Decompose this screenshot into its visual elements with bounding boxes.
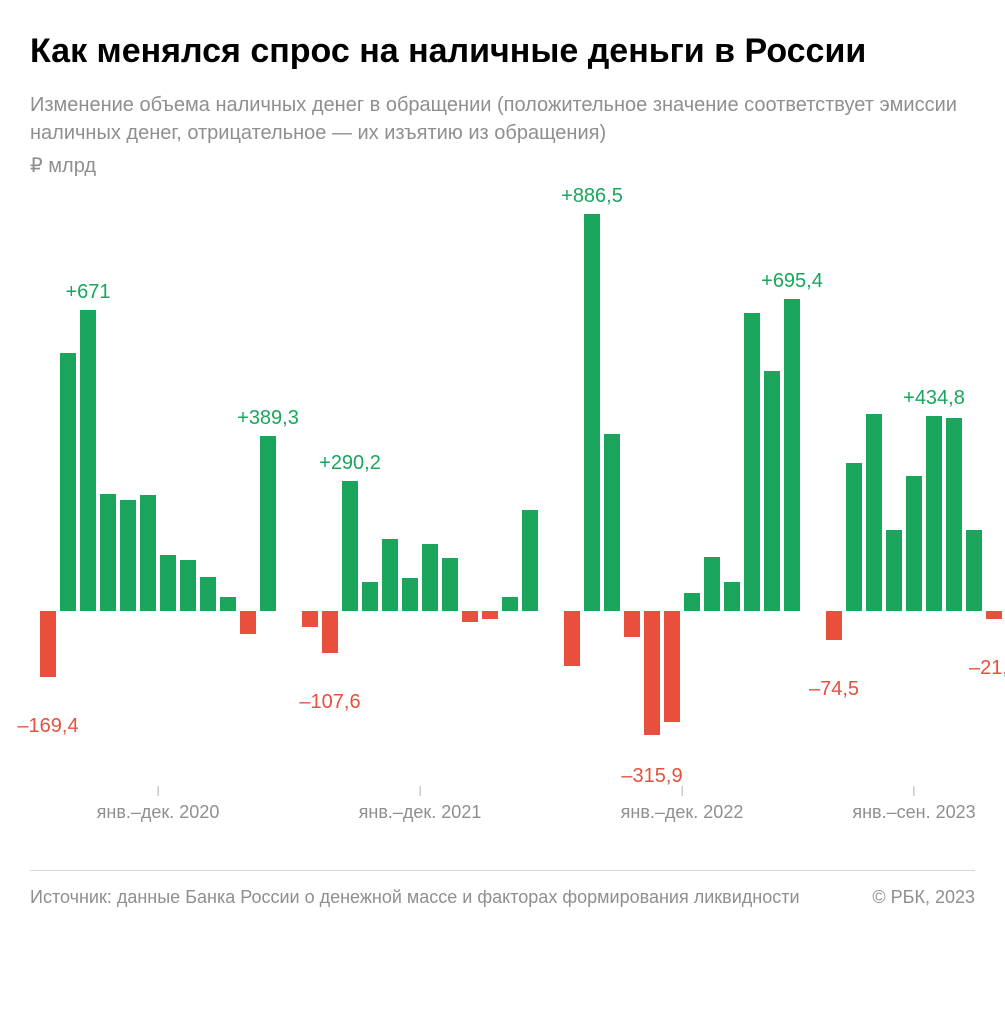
value-label: –315,9 (621, 765, 682, 788)
bar (140, 495, 156, 611)
x-axis-group: янв.–дек. 2020 (97, 786, 220, 823)
x-axis-tick (419, 786, 420, 796)
bar (846, 463, 862, 611)
bar (260, 436, 276, 610)
bar (220, 597, 236, 610)
bar (302, 611, 318, 627)
x-axis-tick (681, 786, 682, 796)
bar (240, 611, 256, 635)
x-axis-group: янв.–сен. 2023 (852, 786, 975, 823)
bar (866, 414, 882, 611)
bar (684, 593, 700, 611)
x-axis: янв.–дек. 2020 янв.–дек. 2021 янв.–дек. 20… (30, 786, 975, 846)
bar (604, 434, 620, 611)
x-axis-label: янв.–сен. 2023 (852, 802, 975, 823)
bar (362, 582, 378, 611)
x-axis-group: янв.–дек. 2021 (359, 786, 482, 823)
bar (564, 611, 580, 666)
value-label: +434,8 (903, 387, 965, 410)
bar (442, 558, 458, 611)
chart-title: Как менялся спрос на наличные деньги в Р… (30, 30, 975, 73)
bar (966, 530, 982, 611)
value-label: –21,6 (969, 657, 1005, 680)
x-axis-label: янв.–дек. 2022 (621, 802, 744, 823)
bar (120, 500, 136, 611)
bar (724, 582, 740, 610)
copyright-text: © РБК, 2023 (872, 885, 975, 910)
bar (644, 611, 660, 735)
bar (764, 371, 780, 611)
bar (906, 476, 922, 610)
x-axis-group: янв.–дек. 2022 (621, 786, 744, 823)
bar (584, 214, 600, 611)
value-label: +389,3 (237, 407, 299, 430)
bar (180, 560, 196, 611)
bar (926, 416, 942, 611)
bar (200, 577, 216, 611)
value-label: –107,6 (299, 691, 360, 714)
bar (502, 597, 518, 611)
bar (704, 557, 720, 611)
value-label: +695,4 (761, 270, 823, 293)
bar (482, 611, 498, 620)
value-label: +886,5 (561, 185, 623, 208)
bar (402, 578, 418, 611)
chart-unit: ₽ млрд (30, 153, 975, 178)
bar (744, 313, 760, 611)
bar (522, 510, 538, 611)
bar (422, 544, 438, 611)
chart-area: –169,4+671+389,3–107,6+290,2+886,5–315,9… (30, 208, 975, 768)
footer-divider (30, 870, 975, 871)
bar (886, 530, 902, 611)
bar-chart: –169,4+671+389,3–107,6+290,2+886,5–315,9… (30, 208, 975, 768)
x-axis-tick (157, 786, 158, 796)
bar (784, 299, 800, 611)
x-axis-tick (913, 786, 914, 796)
value-label: +290,2 (319, 452, 381, 475)
chart-footer: Источник: данные Банка России о денежной… (30, 885, 975, 910)
bar (322, 611, 338, 653)
chart-subtitle: Изменение объема наличных денег в обраще… (30, 91, 975, 147)
value-label: –169,4 (17, 715, 78, 738)
bar (80, 310, 96, 611)
bar (946, 418, 962, 611)
bar (60, 353, 76, 611)
bar (160, 555, 176, 611)
bar (100, 494, 116, 610)
bar (664, 611, 680, 723)
bar (624, 611, 640, 638)
bar (382, 539, 398, 611)
bar (462, 611, 478, 623)
value-label: +671 (65, 281, 110, 304)
x-axis-label: янв.–дек. 2020 (97, 802, 220, 823)
value-label: –74,5 (809, 678, 859, 701)
bar (40, 611, 56, 677)
source-text: Источник: данные Банка России о денежной… (30, 885, 800, 910)
bar (826, 611, 842, 640)
bar (986, 611, 1002, 619)
bar (342, 481, 358, 611)
x-axis-label: янв.–дек. 2021 (359, 802, 482, 823)
